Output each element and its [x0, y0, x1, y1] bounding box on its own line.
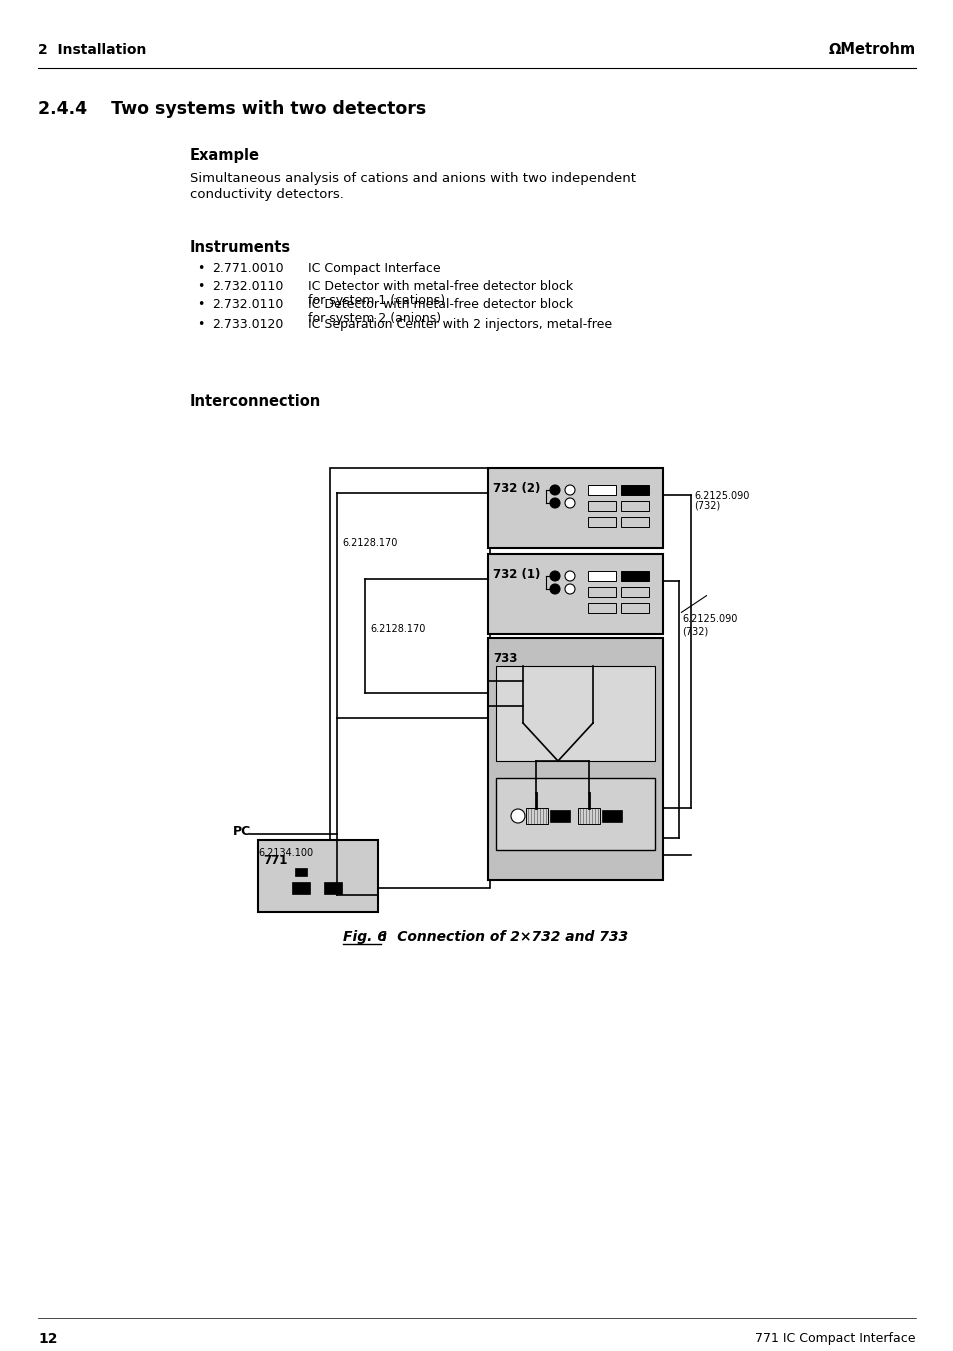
- Text: 12: 12: [38, 1332, 57, 1346]
- Bar: [587, 485, 616, 494]
- Bar: [620, 517, 648, 527]
- Bar: [587, 517, 616, 527]
- Text: for system 2 (anions): for system 2 (anions): [308, 312, 440, 326]
- Bar: [587, 586, 616, 597]
- Text: Fig. 6: Fig. 6: [343, 929, 387, 944]
- Text: Interconnection: Interconnection: [190, 394, 321, 409]
- Text: Example: Example: [190, 149, 260, 163]
- Text: 2.771.0010: 2.771.0010: [212, 262, 283, 276]
- Bar: [550, 811, 569, 821]
- Text: IC Compact Interface: IC Compact Interface: [308, 262, 440, 276]
- Bar: [587, 603, 616, 613]
- Bar: [257, 840, 377, 912]
- Circle shape: [550, 584, 559, 594]
- Text: •: •: [196, 280, 204, 293]
- Bar: [496, 778, 655, 850]
- Text: ΩMetrohm: ΩMetrohm: [828, 42, 915, 58]
- Text: Instruments: Instruments: [190, 240, 291, 255]
- Text: :  Connection of 2×732 and 733: : Connection of 2×732 and 733: [381, 929, 627, 944]
- Bar: [488, 638, 662, 880]
- Text: •: •: [196, 299, 204, 311]
- Circle shape: [550, 571, 559, 581]
- Bar: [620, 603, 648, 613]
- Circle shape: [550, 485, 559, 494]
- Text: 6.2134.100: 6.2134.100: [257, 848, 313, 858]
- Text: 2.4.4    Two systems with two detectors: 2.4.4 Two systems with two detectors: [38, 100, 426, 118]
- Circle shape: [550, 499, 559, 508]
- Text: IC Detector with metal-free detector block: IC Detector with metal-free detector blo…: [308, 299, 573, 311]
- Text: 732 (2): 732 (2): [493, 482, 539, 494]
- Circle shape: [511, 809, 524, 823]
- Text: Simultaneous analysis of cations and anions with two independent: Simultaneous analysis of cations and ani…: [190, 172, 636, 185]
- Circle shape: [564, 584, 575, 594]
- Bar: [292, 882, 310, 894]
- Circle shape: [564, 499, 575, 508]
- Bar: [587, 571, 616, 581]
- Bar: [620, 571, 648, 581]
- Text: 771 IC Compact Interface: 771 IC Compact Interface: [755, 1332, 915, 1346]
- Text: 6.2128.170: 6.2128.170: [370, 624, 425, 634]
- Text: 2.732.0110: 2.732.0110: [212, 280, 283, 293]
- Text: PC: PC: [233, 825, 251, 838]
- Bar: [330, 467, 490, 888]
- Text: 2  Installation: 2 Installation: [38, 43, 146, 57]
- Bar: [488, 554, 662, 634]
- Text: 2.732.0110: 2.732.0110: [212, 299, 283, 311]
- Text: (732): (732): [693, 501, 720, 511]
- Bar: [620, 586, 648, 597]
- Bar: [578, 808, 599, 824]
- Text: 771: 771: [263, 854, 287, 867]
- Circle shape: [564, 571, 575, 581]
- Text: 732 (1): 732 (1): [493, 567, 539, 581]
- Text: 6.2128.170: 6.2128.170: [341, 538, 397, 549]
- Text: 733: 733: [493, 653, 517, 665]
- Bar: [324, 882, 341, 894]
- Text: IC Detector with metal-free detector block: IC Detector with metal-free detector blo…: [308, 280, 573, 293]
- Text: for system 1 (cations): for system 1 (cations): [308, 295, 445, 307]
- Text: •: •: [196, 262, 204, 276]
- Bar: [601, 811, 621, 821]
- Text: (732): (732): [681, 627, 707, 638]
- Text: 6.2125.090: 6.2125.090: [693, 490, 749, 501]
- Text: •: •: [196, 317, 204, 331]
- Text: 6.2125.090: 6.2125.090: [681, 613, 737, 624]
- Text: conductivity detectors.: conductivity detectors.: [190, 188, 343, 201]
- Bar: [488, 467, 662, 549]
- Bar: [620, 501, 648, 511]
- Text: 2.733.0120: 2.733.0120: [212, 317, 283, 331]
- Bar: [294, 867, 307, 875]
- Bar: [525, 808, 547, 824]
- Bar: [620, 485, 648, 494]
- Circle shape: [564, 485, 575, 494]
- Bar: [496, 666, 655, 761]
- Bar: [587, 501, 616, 511]
- Text: IC Separation Center with 2 injectors, metal-free: IC Separation Center with 2 injectors, m…: [308, 317, 612, 331]
